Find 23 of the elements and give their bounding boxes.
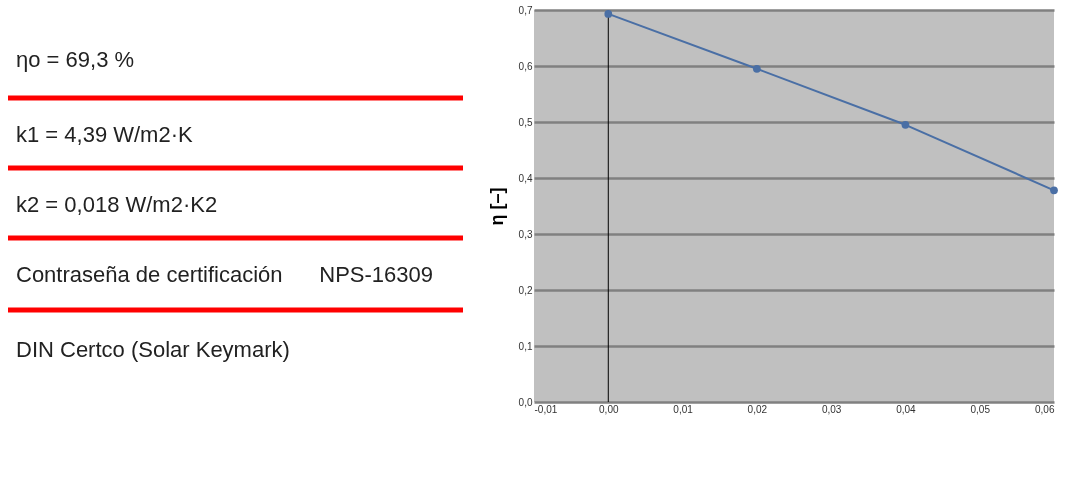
x-tick-label: -0,01 bbox=[534, 403, 558, 415]
y-tick-label: 0,4 bbox=[518, 172, 533, 184]
text: k1 = 4,39 W/m2·K bbox=[16, 122, 193, 147]
text: DIN Certco (Solar Keymark) bbox=[16, 337, 290, 362]
x-tick-label: 0,05 bbox=[970, 403, 991, 415]
text: Contraseña de certificación bbox=[16, 262, 283, 287]
y-tick-label: 0,7 bbox=[518, 4, 533, 16]
text: k2 = 0,018 W/m2·K2 bbox=[16, 192, 218, 217]
y-tick-label: 0,0 bbox=[518, 396, 533, 408]
y-tick-label: 0,1 bbox=[518, 340, 533, 352]
y-tick-label: 0,5 bbox=[518, 116, 533, 128]
x-tick-label: 0,00 bbox=[599, 403, 619, 415]
x-tick-label: 0,03 bbox=[821, 403, 842, 415]
x-tick-label: 0,02 bbox=[747, 403, 768, 415]
text: NPS-16309 bbox=[319, 262, 433, 287]
y-axis-title: η [–] bbox=[486, 187, 507, 226]
y-tick-label: 0,2 bbox=[518, 284, 533, 296]
y-tick-label: 0,6 bbox=[518, 60, 533, 72]
x-tick-label: 0,01 bbox=[673, 403, 694, 415]
x-tick-label: 0,06 bbox=[1035, 403, 1055, 415]
text: ηo = 69,3 % bbox=[16, 47, 135, 72]
x-tick-label: 0,04 bbox=[896, 403, 917, 415]
y-tick-label: 0,3 bbox=[518, 228, 533, 240]
